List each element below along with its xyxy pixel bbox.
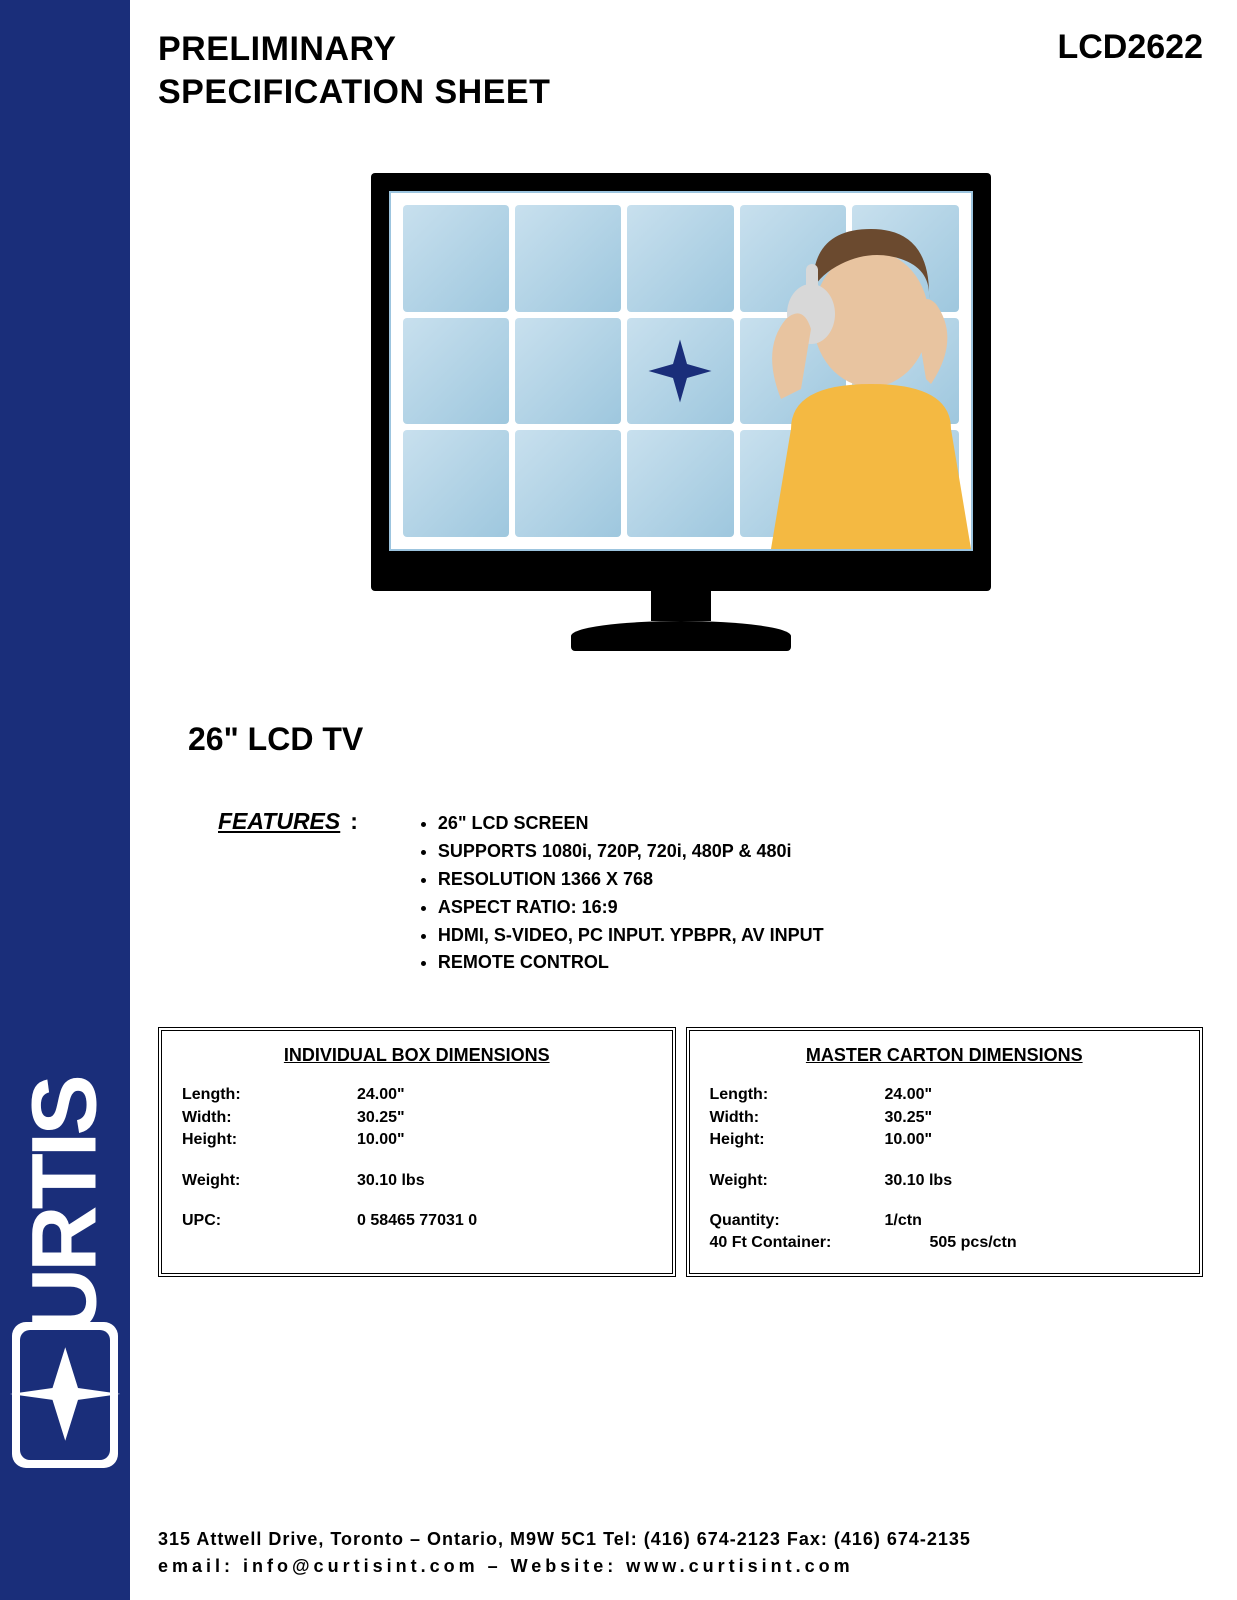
table-title: INDIVIDUAL BOX DIMENSIONS — [182, 1045, 652, 1066]
spec-sheet-page: CURTIS PRELIMINARY SPECIFICATION SHEET L… — [0, 0, 1237, 1600]
tv-screen — [389, 191, 973, 551]
dim-value: 30.25" — [885, 1107, 933, 1129]
master-carton-table: MASTER CARTON DIMENSIONS Length:24.00" W… — [686, 1027, 1204, 1276]
dim-value: 10.00" — [357, 1129, 405, 1151]
tv-stand — [371, 591, 991, 651]
title-line-1: PRELIMINARY — [158, 28, 550, 71]
footer-address: 315 Attwell Drive, Toronto – Ontario, M9… — [158, 1526, 1203, 1553]
brand-logo-icon — [10, 1320, 120, 1470]
dim-value: 10.00" — [885, 1129, 933, 1151]
features-heading: FEATURES — [218, 808, 340, 834]
dim-label: Weight: — [182, 1170, 357, 1192]
model-number: LCD2622 — [1057, 28, 1203, 67]
footer-contact: 315 Attwell Drive, Toronto – Ontario, M9… — [158, 1516, 1203, 1580]
dim-label: Height: — [710, 1129, 885, 1151]
dim-value: 1/ctn — [885, 1210, 922, 1232]
dim-label: UPC: — [182, 1210, 357, 1232]
feature-item: REMOTE CONTROL — [438, 949, 824, 977]
product-subtitle: 26" LCD TV — [188, 721, 1203, 758]
feature-item: ASPECT RATIO: 16:9 — [438, 894, 824, 922]
title-line-2: SPECIFICATION SHEET — [158, 71, 550, 114]
dim-value: 30.10 lbs — [885, 1170, 953, 1192]
table-title: MASTER CARTON DIMENSIONS — [710, 1045, 1180, 1066]
feature-item: RESOLUTION 1366 X 768 — [438, 866, 824, 894]
dim-value: 505 pcs/ctn — [930, 1232, 1017, 1254]
features-list: 26" LCD SCREEN SUPPORTS 1080i, 720P, 720… — [438, 810, 824, 977]
dim-label: Weight: — [710, 1170, 885, 1192]
brand-sidebar: CURTIS — [0, 0, 130, 1600]
dim-value: 24.00" — [885, 1084, 933, 1106]
feature-item: HDMI, S-VIDEO, PC INPUT. YPBPR, AV INPUT — [438, 922, 824, 950]
feature-item: 26" LCD SCREEN — [438, 810, 824, 838]
features-section: FEATURES: 26" LCD SCREEN SUPPORTS 1080i,… — [218, 808, 1203, 977]
content-area: PRELIMINARY SPECIFICATION SHEET LCD2622 — [130, 0, 1237, 1600]
document-title: PRELIMINARY SPECIFICATION SHEET — [158, 28, 550, 113]
header-row: PRELIMINARY SPECIFICATION SHEET LCD2622 — [158, 28, 1203, 113]
star-icon — [627, 318, 733, 425]
dim-value: 0 58465 77031 0 — [357, 1210, 477, 1232]
feature-item: SUPPORTS 1080i, 720P, 720i, 480P & 480i — [438, 838, 824, 866]
product-image — [158, 173, 1203, 651]
dim-label: Width: — [710, 1107, 885, 1129]
dim-label: Length: — [182, 1084, 357, 1106]
dim-label: Quantity: — [710, 1210, 885, 1232]
tv-frame — [371, 173, 991, 591]
dim-value: 30.25" — [357, 1107, 405, 1129]
dim-label: Height: — [182, 1129, 357, 1151]
dim-label: Length: — [710, 1084, 885, 1106]
individual-box-table: INDIVIDUAL BOX DIMENSIONS Length:24.00" … — [158, 1027, 676, 1276]
dim-value: 30.10 lbs — [357, 1170, 425, 1192]
dim-label: Width: — [182, 1107, 357, 1129]
dim-label: 40 Ft Container: — [710, 1232, 930, 1254]
dim-value: 24.00" — [357, 1084, 405, 1106]
footer-web: email: info@curtisint.com – Website: www… — [158, 1553, 1203, 1580]
person-illustration — [731, 209, 971, 549]
dimensions-tables: INDIVIDUAL BOX DIMENSIONS Length:24.00" … — [158, 1027, 1203, 1276]
